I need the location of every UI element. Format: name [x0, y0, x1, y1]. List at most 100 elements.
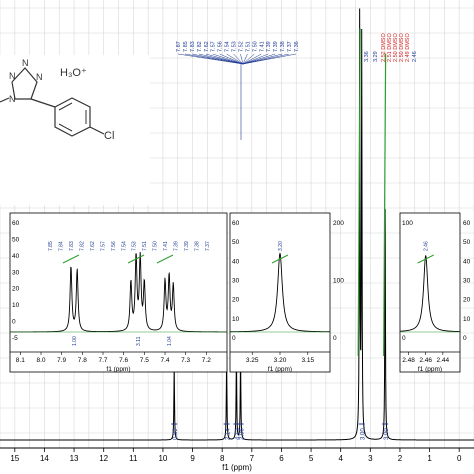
peak-label-connector: [242, 53, 269, 65]
inset-peak-label: 7.39: [184, 241, 190, 251]
integral-label: 4.13: [235, 428, 241, 440]
peak-label-solvent: 2.49 DMSO: [405, 33, 411, 62]
inset-x-tick-label: 7.8: [78, 357, 87, 364]
spectrum-trace: [0, 8, 474, 441]
atom-n3: N: [36, 72, 43, 82]
peak-label-aromatic: 7.54: [225, 41, 231, 52]
integral-curve: [383, 53, 387, 357]
inset-x-tick-label: 7.2: [202, 357, 211, 364]
peak-label-aromatic: 7.53: [232, 41, 238, 52]
peak-label-connector: [198, 53, 244, 65]
inset-x-tick-label: 7.9: [57, 357, 66, 364]
x-tick-label: 10: [158, 454, 167, 463]
inset-peak-label: 7.82: [79, 241, 85, 251]
phenyl-double-bond: [58, 123, 73, 132]
inset-y-tick-label: 40: [232, 258, 240, 265]
integral-curve: [357, 28, 361, 357]
peak-label-aromatic: 7.39: [273, 41, 279, 52]
inset-y-tick-label: 30: [12, 269, 20, 276]
molecule-structure: N N N N Cl H₃O⁺: [0, 55, 150, 205]
peak-label-solvent: 2.50 DMSO: [393, 33, 399, 62]
x-axis-label: f1 (ppm): [222, 463, 252, 472]
inset-x-tick-label: 8.1: [16, 357, 25, 364]
peak-label-aromatic: 7.56: [218, 41, 224, 52]
inset-frame: [229, 212, 331, 373]
x-tick-label: 9: [190, 454, 195, 463]
inset-peak-label: 7.50: [153, 241, 159, 251]
peak-label-connector: [205, 53, 244, 65]
inset-y-tick-label: 40: [12, 253, 20, 260]
peak-label-solvent: 3.36: [364, 51, 370, 62]
peak-label-solvent: 2.52 DMSO: [381, 33, 387, 62]
inset-integral-curve: [62, 254, 80, 264]
inset-x-tick-label: 3.15: [301, 357, 314, 364]
inset-peak-label: 3.20: [278, 241, 284, 251]
counter-ion-label: H₃O⁺: [60, 67, 87, 79]
inset-frame: [9, 212, 228, 373]
inset-integral-label: 3.11: [136, 336, 142, 346]
inset-y-tick-label: 60: [232, 220, 240, 227]
peak-label-connector: [242, 53, 276, 65]
peak-label-connector: [219, 53, 244, 65]
x-tick-label: 2: [398, 454, 403, 463]
inset-y-tick-label-right: 40: [463, 258, 471, 265]
structure-background: [0, 55, 150, 205]
x-tick-label: 3: [368, 454, 373, 463]
integral-label: 2.14: [226, 428, 232, 440]
x-tick-label: 14: [40, 454, 49, 463]
x-tick-label: 15: [10, 454, 19, 463]
peak-label-solvent: 3.29: [373, 51, 379, 62]
peak-label-solvent: 2.50 DMSO: [399, 33, 405, 62]
peak-label-connector: [226, 53, 244, 65]
inset-integral-curve: [156, 254, 174, 264]
inset-y-tick-label: 0: [12, 319, 16, 326]
inset-peak-label: 7.56: [111, 241, 117, 251]
inset-y-tick-label-right: 200: [333, 220, 344, 227]
peak-label-aromatic: 7.41: [259, 41, 265, 52]
inset-x-tick-label: 7.3: [181, 357, 190, 364]
inset-y-tick-label-right: 10: [463, 316, 471, 323]
inset-x-tick-label: 7.5: [140, 357, 149, 364]
inset-peak-label: 7.57: [100, 241, 106, 251]
peak-label-connector: [242, 53, 262, 65]
inset-peak-label: 7.38: [195, 241, 201, 251]
atom-n1: N: [9, 71, 16, 81]
inset-y-tick-label: -5: [12, 335, 18, 342]
inset-y-tick-label-right: 50: [463, 239, 471, 246]
inset-x-axis-label: f1 (ppm): [268, 366, 292, 373]
peak-label-aromatic: 7.57: [211, 41, 217, 52]
inset-y-tick-label: 0: [232, 335, 236, 342]
peak-label-aromatic: 7.83: [190, 41, 196, 52]
inset-y-tick-label: 0: [402, 335, 406, 342]
inset-peak-label: 7.51: [142, 241, 148, 251]
inset-y-tick-label: 10: [12, 302, 20, 309]
inset-y-tick-label-right: 0: [463, 335, 467, 342]
atom-n2: N: [22, 58, 29, 68]
peak-label-aromatic: 7.62: [204, 41, 210, 52]
inset-peak-label: 2.46: [424, 241, 430, 251]
peak-label-aromatic: 7.82: [197, 41, 203, 52]
inset-peak-label: 7.83: [69, 241, 75, 251]
x-tick-label: 12: [99, 454, 108, 463]
inset-x-tick-label: 7.4: [160, 357, 169, 364]
inset-y-tick-label-right: 20: [463, 297, 471, 304]
inset-x-tick-label: 7.7: [98, 357, 107, 364]
peak-label-connector: [233, 53, 244, 65]
x-tick-label: 11: [129, 454, 138, 463]
inset-y-tick-label: 10: [232, 316, 240, 323]
peak-label-connector: [191, 53, 244, 65]
inset-integral-curve: [271, 254, 289, 264]
inset-peak-label: 7.53: [132, 241, 138, 251]
inset-y-tick-label: 30: [232, 278, 240, 285]
tetrazole-ring: [11, 67, 38, 100]
peak-label-group: 7.87 7.85 7.83 7.82 7.62 7.57 7.56 7.54 7.53 7.52…: [176, 33, 418, 140]
inset-x-tick-label: 3.20: [274, 357, 287, 364]
inset-y-tick-label: 50: [12, 236, 20, 243]
chlorine-label: Cl: [104, 130, 114, 142]
x-tick-label: 1: [427, 454, 432, 463]
inset-y-tick-label: 20: [12, 286, 20, 293]
inset-trace: [400, 255, 460, 333]
